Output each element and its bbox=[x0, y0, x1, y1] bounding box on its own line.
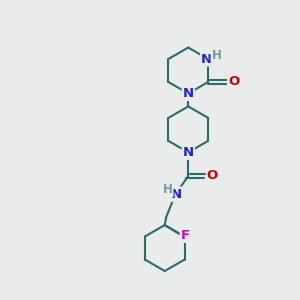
Text: H: H bbox=[163, 183, 172, 196]
Text: F: F bbox=[181, 229, 190, 242]
Text: O: O bbox=[228, 76, 239, 88]
Text: N: N bbox=[171, 188, 182, 201]
Text: N: N bbox=[183, 146, 194, 159]
Text: N: N bbox=[201, 52, 212, 65]
Text: H: H bbox=[212, 49, 221, 62]
Text: O: O bbox=[207, 169, 218, 182]
Text: N: N bbox=[183, 87, 194, 100]
